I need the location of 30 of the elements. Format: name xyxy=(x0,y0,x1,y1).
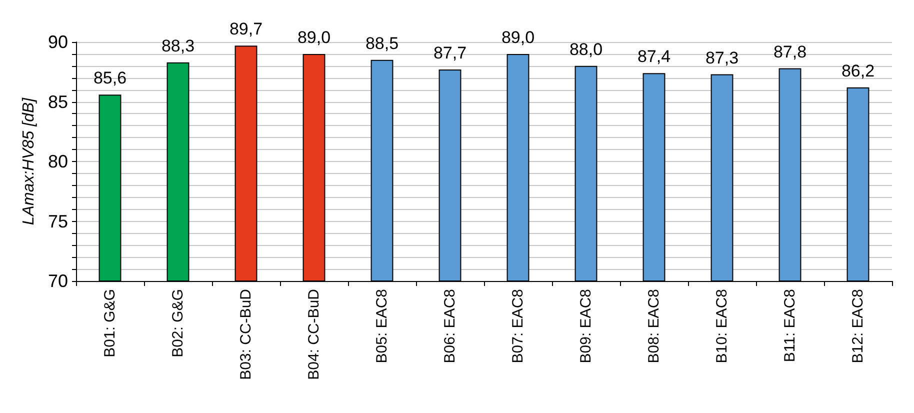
data-label: 89,0 xyxy=(297,28,331,47)
y-tick-label: 85 xyxy=(48,92,68,112)
x-tick-label: B02: G&G xyxy=(170,289,186,358)
y-tick-label: 90 xyxy=(48,32,68,52)
data-label: 88,5 xyxy=(365,34,399,53)
x-tick-label: B11: EAC8 xyxy=(782,289,798,362)
y-tick-label: 80 xyxy=(48,152,68,172)
x-tick-label: B12: EAC8 xyxy=(850,289,866,364)
data-label: 85,6 xyxy=(93,68,127,88)
y-tick-label: 70 xyxy=(48,271,68,291)
data-label: 87,4 xyxy=(637,47,671,66)
data-label: 88,3 xyxy=(161,36,195,56)
x-tick-label: B08: EAC8 xyxy=(646,289,662,364)
data-label: 89,0 xyxy=(501,28,535,47)
x-tick-label: B04: CC-BuD xyxy=(306,288,322,380)
data-label: 86,2 xyxy=(841,61,875,80)
x-tick-label: B07: EAC8 xyxy=(510,289,526,364)
data-label: 89,7 xyxy=(229,20,263,39)
y-tick-label: 75 xyxy=(48,211,68,232)
data-label: 87,8 xyxy=(773,42,807,62)
data-label: 88,0 xyxy=(569,40,603,59)
x-tick-label: B05: EAC8 xyxy=(374,289,390,364)
y-axis-title: LAmax:HV85 [dB] xyxy=(20,97,38,226)
x-tick-label: B06: EAC8 xyxy=(442,289,458,364)
data-label: 87,7 xyxy=(433,43,467,62)
x-tick-label: B03: CC-BuD xyxy=(238,288,254,380)
x-tick-label: B09: EAC8 xyxy=(578,289,594,364)
data-label: 87,3 xyxy=(705,48,739,68)
x-tick-label: B01: G&G xyxy=(102,289,118,358)
x-tick-label: B10: EAC8 xyxy=(714,289,730,364)
